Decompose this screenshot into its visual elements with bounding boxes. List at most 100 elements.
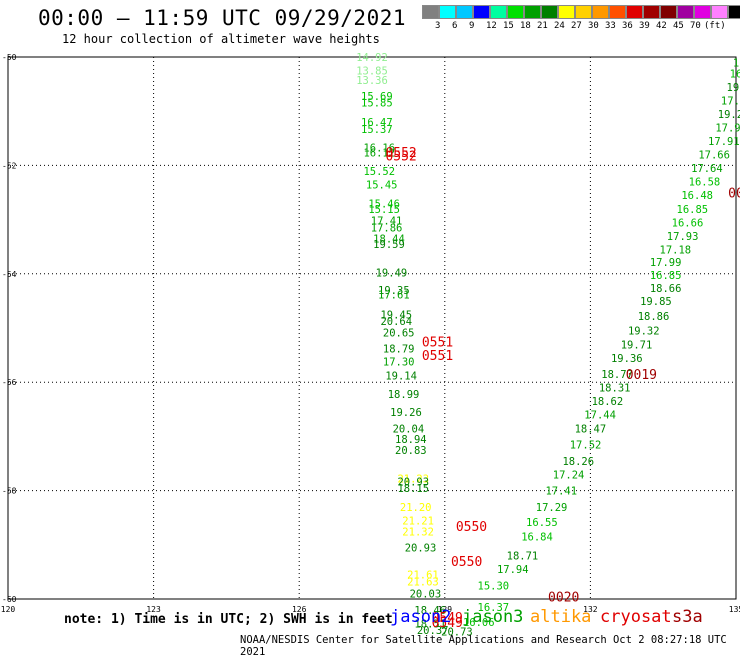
wave-height-value: 16.58 [689,177,721,189]
wave-height-value: 16.55 [526,517,558,529]
wave-height-value: 13.36 [356,75,388,87]
wave-height-value: 20.65 [383,327,415,339]
satellite-cryosat: cryosat [600,607,672,627]
wave-height-value: 16.85 [650,270,682,282]
pass-time-label: 0549 [432,616,463,631]
wave-height-value: 16.47 [361,117,393,129]
wave-height-value: 15.37 [361,124,393,136]
wave-height-value: 20.03 [410,589,442,601]
wave-height-value: 21.20 [400,502,432,514]
wave-height-value: 15.15 [368,204,400,216]
pass-time-label: 0551 [422,336,453,351]
legend-label: 15 [503,21,514,31]
y-tick-label: -56 [2,378,17,387]
legend-swatch [609,5,626,19]
wave-height-value: 19.45 [380,309,412,321]
legend-swatch [592,5,609,19]
wave-height-value: 16.85 [677,204,709,216]
pass-time-label: 0552 [385,146,416,161]
x-tick-label: 120 [1,605,16,614]
legend-swatch [558,5,575,19]
y-tick-label: -60 [2,595,17,604]
wave-height-value: 17.92 [715,122,740,134]
wave-height-value: 19.25 [718,109,740,121]
wave-height-value: 17.24 [553,469,585,481]
pass-time-label: 0551 [422,349,453,364]
wave-height-value: 18.86 [638,311,670,323]
wave-height-value: 17.61 [378,289,410,301]
x-tick-label: 129 [438,605,453,614]
x-tick-label: 135 [729,605,740,614]
wave-height-value: 1 [733,57,739,69]
wave-height-value: 17.41 [545,486,577,498]
legend-swatch [728,5,740,19]
wave-height-value: 18.79 [383,344,415,356]
color-legend [422,5,740,19]
wave-height-value: 16.37 [478,602,510,614]
wave-height-value: 15.30 [478,580,510,592]
wave-height-value: 13.85 [356,66,388,78]
legend-label: 45 [673,21,684,31]
wave-height-value: 17.44 [584,410,616,422]
legend-swatch [575,5,592,19]
wave-height-value: 16.06 [463,617,495,629]
legend-label: 30 [588,21,599,31]
legend-swatch [677,5,694,19]
pass-time-label: 00 [728,187,740,202]
wave-height-value: 19. [727,82,740,94]
wave-height-value: 16 [730,68,740,80]
wave-height-value: 18.77 [601,369,633,381]
satellite-s3a: s3a [672,607,703,627]
pass-time-label: 0552 [385,150,416,165]
legend-label: 36 [622,21,633,31]
wave-height-value: 16.84 [521,532,553,544]
legend-swatch [660,5,677,19]
legend-swatch [626,5,643,19]
wave-height-value: 19.36 [611,353,643,365]
legend-swatch [711,5,728,19]
legend-swatch [422,5,439,19]
legend-label: 18 [520,21,531,31]
wave-height-value: 17.64 [691,163,723,175]
satellite-jason2: jason2 [390,607,452,627]
y-tick-label: -50 [2,53,17,62]
wave-height-value: 18.47 [575,423,607,435]
wave-height-value: 19.32 [628,326,660,338]
wave-height-value: 14.92 [356,52,388,64]
wave-height-value: 15.85 [361,98,393,110]
wave-height-value: 20.73 [441,627,473,639]
legend-label: 70 [690,21,701,31]
wave-height-value: 19.85 [640,296,672,308]
wave-height-value: 18.31 [599,383,631,395]
legend-swatch [694,5,711,19]
legend-swatch [643,5,660,19]
wave-height-value: 21.63 [407,577,439,589]
wave-height-value: 21.61 [407,570,439,582]
legend-label: 9 [469,21,475,31]
wave-height-value: 18.99 [388,389,420,401]
wave-height-value: 18.15 [397,483,429,495]
wave-height-value: 17.99 [650,257,682,269]
wave-height-value: 15.69 [361,91,393,103]
wave-height-value: 17.29 [536,502,568,514]
x-tick-label: 132 [583,605,598,614]
footer-note: note: 1) Time is in UTC; 2) SWH is in fe… [64,612,393,627]
wave-height-value: 18.44 [373,234,405,246]
wave-height-value: 18.62 [592,396,624,408]
legend-label: 33 [605,21,616,31]
wave-height-value: 18.26 [562,456,594,468]
wave-height-value: 17.91 [708,136,740,148]
wave-height-value: 16.48 [681,190,713,202]
plot-frame [7,56,737,600]
x-tick-label: 126 [292,605,307,614]
legend-label: 39 [639,21,650,31]
chart-subtitle: 12 hour collection of altimeter wave hei… [62,32,380,46]
wave-height-value: 20.37 [417,625,449,637]
wave-height-value: 17.86 [371,223,403,235]
legend-label: 24 [554,21,565,31]
legend-label: (ft) [704,21,726,31]
wave-height-value: 17.30 [383,357,415,369]
legend-label: 3 [435,21,441,31]
wave-height-value: 16.16 [363,143,395,155]
wave-height-value: 19.26 [390,407,422,419]
